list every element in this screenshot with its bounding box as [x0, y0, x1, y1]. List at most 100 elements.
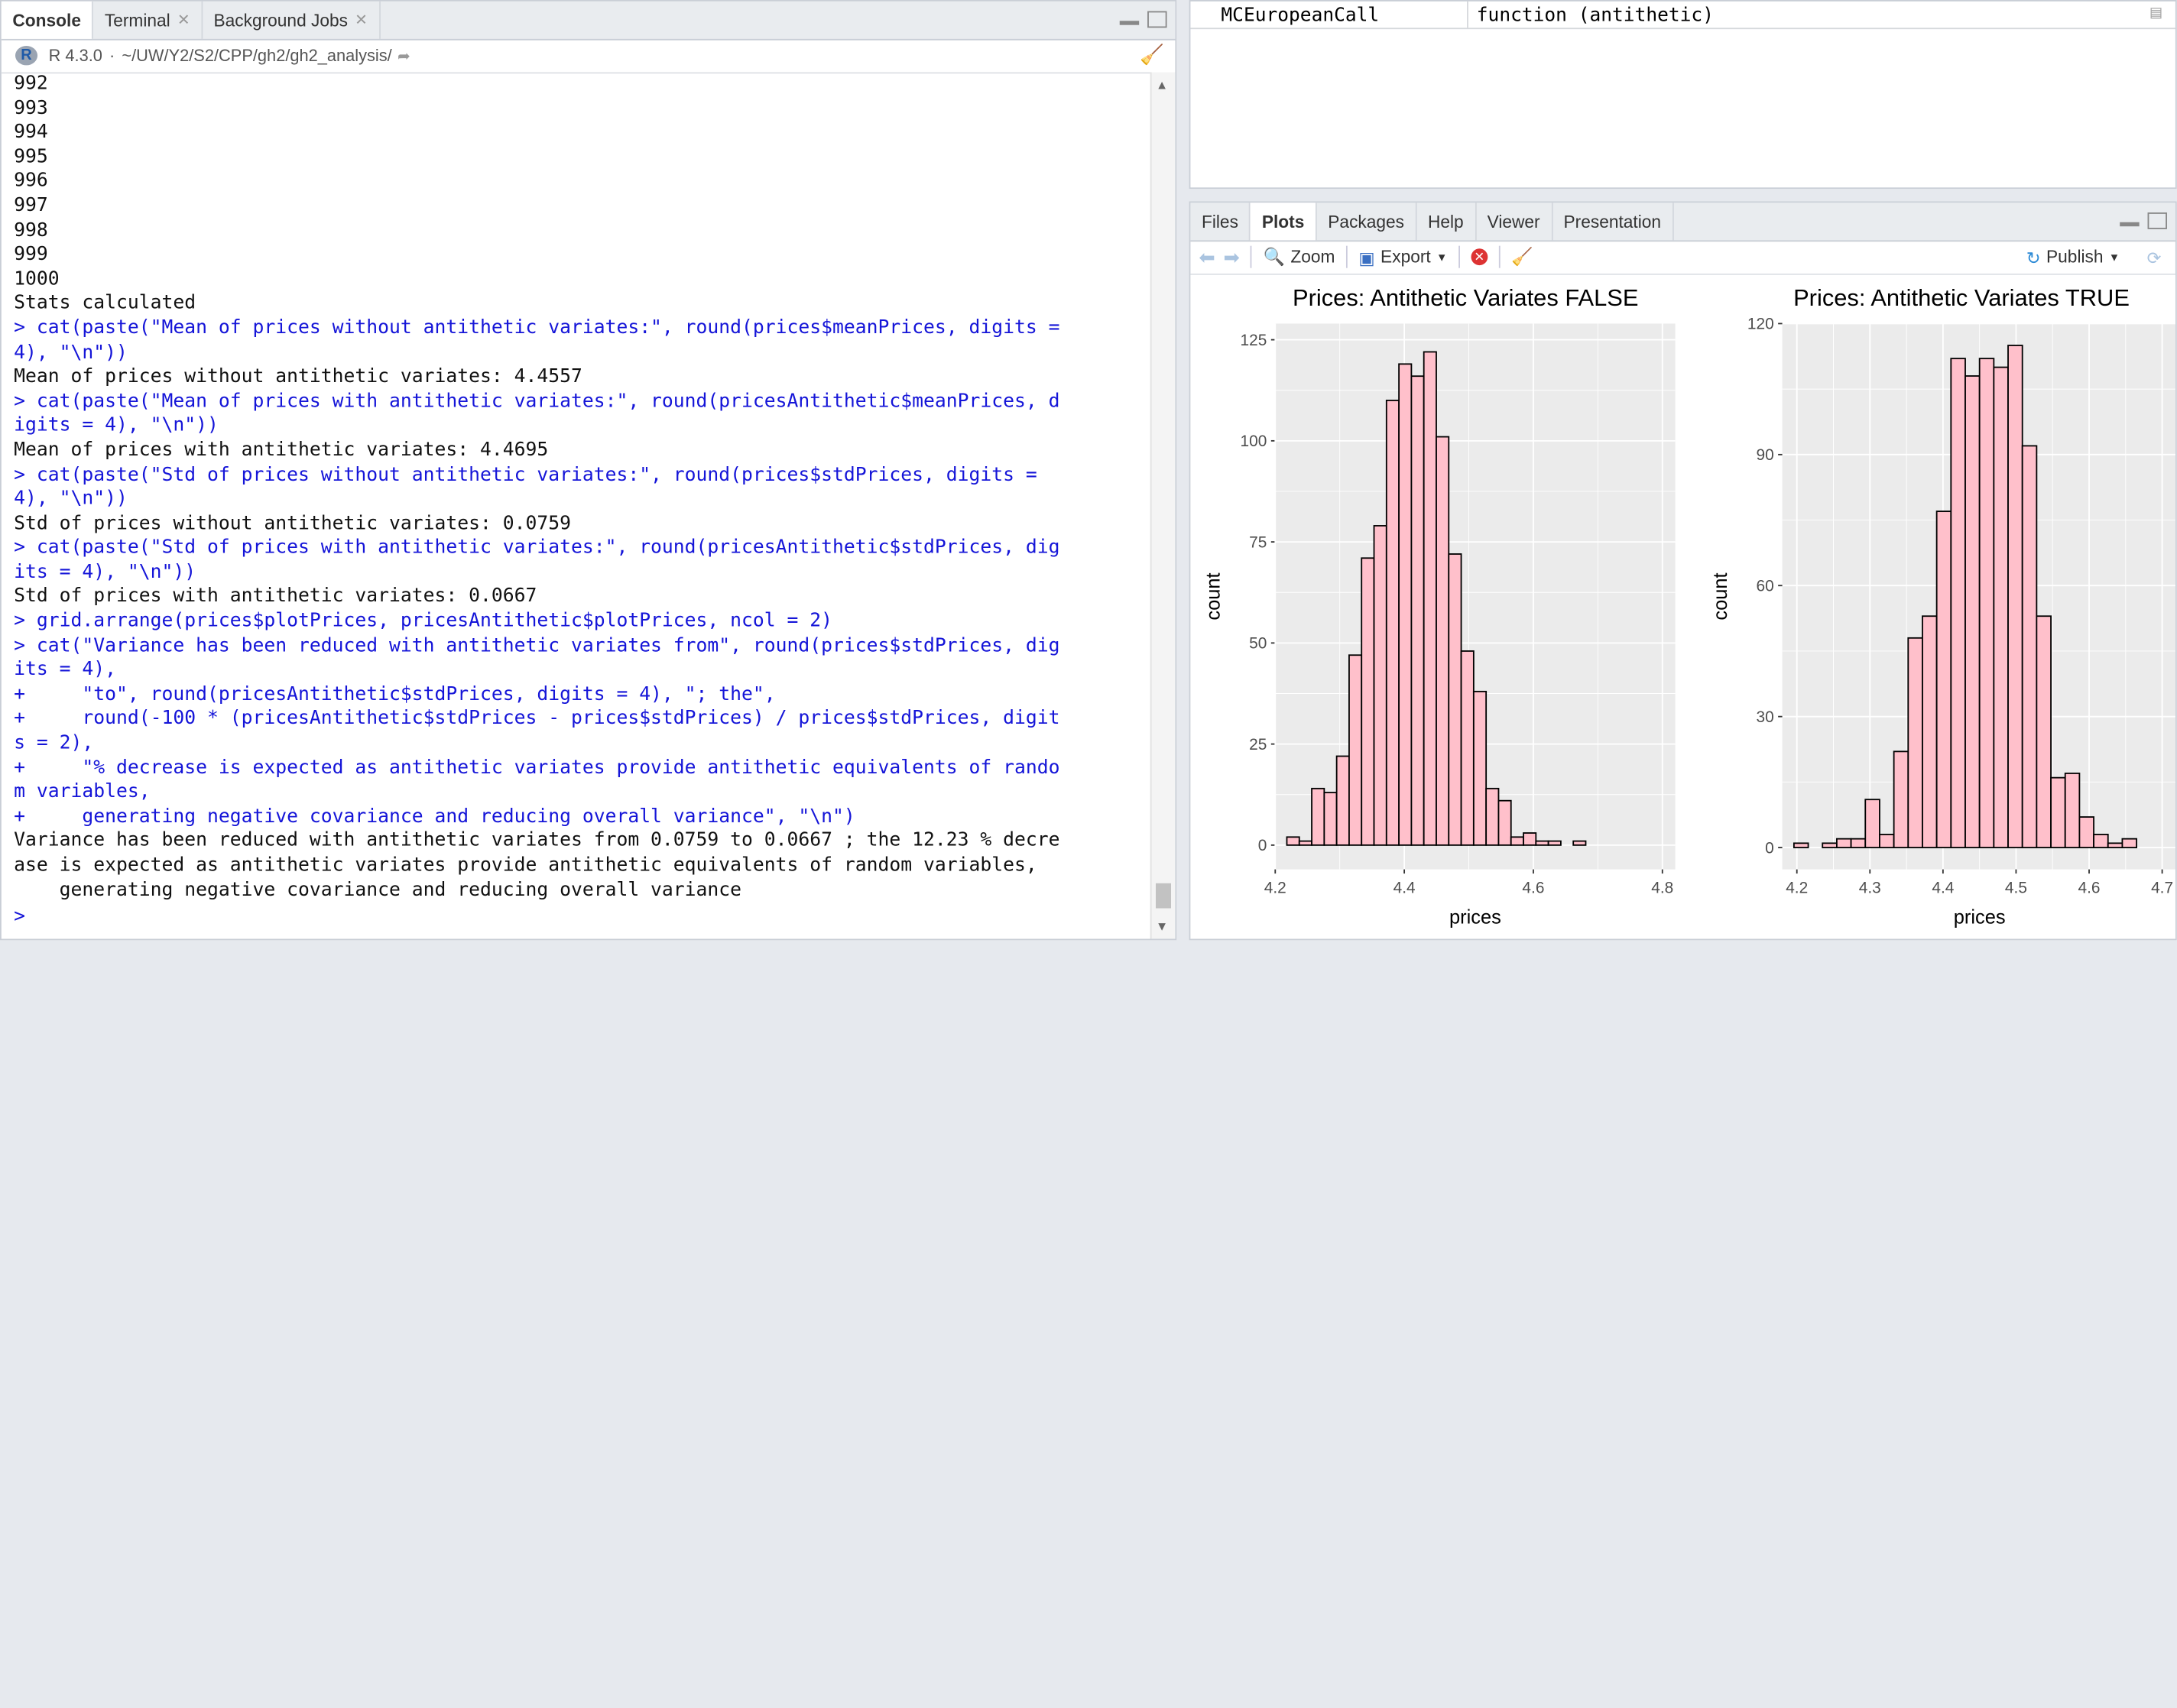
histogram-bar	[1922, 615, 1938, 848]
histogram-bar	[1836, 838, 1852, 848]
goto-directory-icon[interactable]: ➦	[397, 47, 410, 65]
console-command-line: + round(-100 * (pricesAntithetic$stdPric…	[14, 707, 1060, 730]
histogram-bar	[2050, 776, 2066, 848]
remove-plot-button[interactable]: ✕	[1462, 248, 1496, 266]
tab-viewer[interactable]: Viewer	[1476, 203, 1552, 241]
maximize-icon[interactable]	[1147, 11, 1167, 28]
x-tick-label: 4.4	[1932, 880, 1954, 897]
y-tick-label: 90	[1756, 446, 1773, 464]
close-icon[interactable]: ✕	[177, 12, 190, 30]
tab-plots[interactable]: Plots	[1251, 203, 1317, 241]
console-output[interactable]: 992 993 994 995 996 997 998 999 1000 Stats calcul…	[2, 72, 1150, 938]
export-button[interactable]: ▣ Export ▼	[1350, 247, 1455, 267]
x-tick-label: 4.5	[2005, 880, 2027, 897]
console-command-line: m variables,	[14, 780, 151, 803]
clear-plots-button[interactable]: 🧹	[1503, 247, 1541, 267]
console-prompt[interactable]: >	[14, 906, 26, 929]
toolbar-divider	[1498, 245, 1501, 268]
close-icon[interactable]: ✕	[355, 12, 368, 30]
view-function-icon[interactable]: ▤	[2150, 2, 2162, 24]
y-tick-label: 60	[1756, 578, 1773, 595]
r-version: R 4.3.0	[48, 45, 102, 66]
scroll-down-icon[interactable]: ▼	[1155, 919, 1169, 934]
export-icon: ▣	[1358, 248, 1375, 267]
forward-arrow-icon[interactable]: ➡	[1223, 245, 1240, 267]
y-tick-label: 25	[1249, 736, 1267, 754]
tab-presentation[interactable]: Presentation	[1552, 203, 1674, 241]
histogram-bar	[1572, 840, 1587, 846]
histogram-bar	[2007, 345, 2023, 848]
console-output-line: 993	[14, 96, 48, 119]
histogram-bar	[1348, 654, 1363, 846]
console-command-line: > cat("Variance has been reduced with an…	[14, 634, 1060, 656]
histogram-bar	[1964, 375, 1981, 848]
clear-console-icon[interactable]: 🧹	[1140, 43, 1164, 66]
console-command-line: + "to", round(pricesAntithetic$stdPrices…	[14, 682, 776, 705]
histogram-bar	[1485, 787, 1500, 846]
histogram-bar	[1822, 842, 1838, 848]
zoom-button[interactable]: 🔍 Zoom	[1255, 247, 1343, 267]
tab-label: Background Jobs	[213, 10, 349, 31]
histogram-bar	[1436, 436, 1450, 846]
remove-plot-icon: ✕	[1471, 248, 1488, 266]
back-arrow-icon[interactable]: ⬅	[1199, 245, 1215, 267]
console-pathbar: R R 4.3.0 · ~/UW/Y2/S2/CPP/gh2/gh2_analy…	[1, 39, 1176, 74]
console-output-line: Std of prices with antithetic variates: …	[14, 585, 537, 608]
publish-icon: ↻	[2026, 248, 2041, 267]
tab-console[interactable]: Console	[1, 1, 94, 39]
working-directory[interactable]: ~/UW/Y2/S2/CPP/gh2/gh2_analysis/	[122, 45, 392, 66]
tab-help[interactable]: Help	[1416, 203, 1477, 241]
console-output-line: 994	[14, 121, 48, 144]
histogram-bar	[2107, 842, 2123, 848]
tab-terminal[interactable]: Terminal ✕	[93, 1, 203, 39]
env-row[interactable]: MCEuropeanCall function (antithetic) ▤	[1190, 1, 2175, 30]
chevron-down-icon: ▼	[2108, 251, 2120, 264]
histogram-bar	[1893, 750, 1909, 848]
x-tick-label: 4.6	[1522, 880, 1544, 897]
broom-icon: 🧹	[1510, 246, 1533, 267]
histogram-bar	[1793, 842, 1809, 848]
histogram-bar	[2093, 834, 2109, 848]
scrollbar-thumb[interactable]	[1155, 883, 1171, 909]
console-command-line: its = 4),	[14, 658, 117, 681]
histogram-bar	[1935, 510, 1952, 848]
publish-button[interactable]: ↻ Publish ▼	[2018, 247, 2128, 267]
maximize-icon[interactable]	[2147, 212, 2167, 229]
tab-packages[interactable]: Packages	[1317, 203, 1417, 241]
console-scrollbar[interactable]: ▲ ▼	[1150, 72, 1176, 939]
plots-pane: Files Plots Packages Help Viewer Present…	[1189, 201, 2177, 941]
histogram-bar	[1523, 832, 1537, 846]
histogram-bar	[1535, 840, 1549, 846]
histogram-bar	[1497, 799, 1512, 846]
window-buttons	[2120, 212, 2167, 229]
console-output-line: 1000	[14, 267, 60, 290]
tab-label: Console	[12, 10, 81, 31]
minimize-icon[interactable]	[2120, 212, 2140, 227]
histogram-bar	[1879, 834, 1895, 848]
histogram-bar	[2036, 615, 2052, 848]
console-command-line: igits = 4), "\n"))	[14, 414, 219, 437]
scroll-up-icon[interactable]: ▲	[1155, 77, 1169, 92]
chart-title: Prices: Antithetic Variates FALSE	[1293, 284, 1638, 311]
minimize-icon[interactable]	[1119, 11, 1140, 25]
tab-label: Help	[1427, 212, 1464, 232]
histogram-plots: 0 25 50 75 100 125 4.2 4.4 4.6 4.8 Prices: Antithe…	[1203, 284, 2177, 929]
console-pane: Console Terminal ✕ Background Jobs ✕ R R 4…	[0, 0, 1177, 941]
chart-title: Prices: Antithetic Variates TRUE	[1793, 284, 2130, 311]
window-buttons	[1119, 11, 1167, 28]
refresh-icon[interactable]: ⟳	[2146, 248, 2162, 267]
console-output-line: ase is expected as antithetic variates p…	[14, 854, 1037, 877]
console-command-line: > cat(paste("Std of prices with antithet…	[14, 536, 1060, 559]
histogram-bar	[1978, 358, 1995, 848]
x-axis-label: prices	[1449, 907, 1501, 929]
y-tick-label: 0	[1258, 837, 1267, 854]
histogram-bar	[1286, 836, 1300, 846]
env-row-name: MCEuropeanCall	[1190, 1, 1468, 28]
histogram-bar	[1410, 375, 1425, 846]
histogram-bar	[1373, 525, 1387, 846]
histogram-bar	[1864, 799, 1880, 848]
histogram-bar	[1850, 838, 1867, 848]
histogram-bar	[1323, 792, 1338, 846]
tab-files[interactable]: Files	[1190, 203, 1251, 241]
tab-background-jobs[interactable]: Background Jobs ✕	[203, 1, 381, 39]
